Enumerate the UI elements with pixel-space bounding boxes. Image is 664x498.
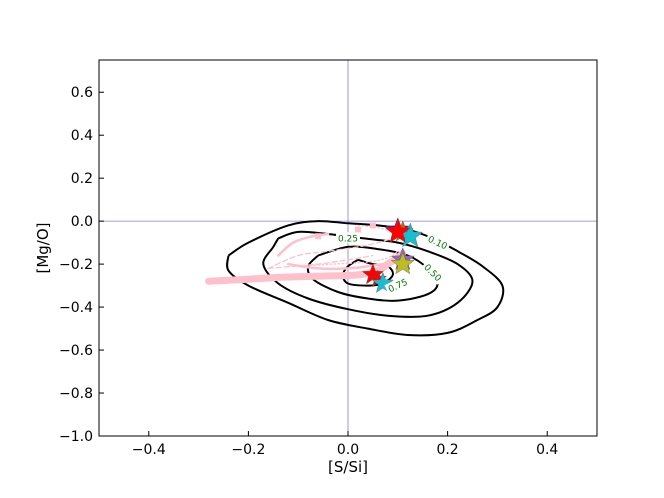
y-tick-label: −0.4 — [59, 300, 93, 316]
contour-label-0.10: 0.10 — [426, 235, 449, 253]
track-dotted-6 — [357, 224, 399, 233]
y-tick-label: −0.8 — [59, 386, 93, 402]
star-marker-10 — [390, 251, 415, 275]
track-medium-2 — [286, 260, 395, 271]
track-medium-1 — [277, 232, 330, 257]
y-tick-label: 0.4 — [71, 128, 93, 144]
contour-label-bg — [424, 232, 452, 253]
y-tick-label: 0.6 — [71, 85, 93, 101]
contour-0.10 — [226, 220, 505, 337]
square-marker-4 — [384, 261, 391, 268]
x-tick-label: −0.4 — [132, 442, 166, 458]
square-marker-0 — [369, 222, 376, 229]
x-axis-label: [S/Si] — [328, 458, 368, 476]
contour-label-0.25: 0.25 — [338, 234, 358, 244]
track-dashed-3 — [267, 237, 394, 270]
contour-label-bg — [420, 259, 446, 285]
markers — [315, 217, 424, 293]
y-tick-label: 0.0 — [71, 214, 93, 230]
y-tick-label: −1.0 — [59, 429, 93, 445]
x-tick-label: −0.2 — [231, 442, 265, 458]
star-marker-8 — [384, 218, 411, 243]
x-tick-label: 0.0 — [337, 442, 359, 458]
track-dashed-4 — [267, 254, 374, 270]
square-marker-3 — [315, 233, 322, 240]
x-tick-label: 0.2 — [436, 442, 458, 458]
axes: −0.4 −0.2 0.0 0.2 0.4 −1.0 −0.8 −0.6 −0.4 −0.2 0.0… — [59, 85, 558, 458]
star-marker-13 — [371, 271, 394, 293]
square-marker-1 — [354, 226, 361, 233]
y-tick-label: −0.6 — [59, 343, 93, 359]
track-dotted-5 — [297, 250, 399, 267]
y-tick-label: 0.2 — [71, 171, 93, 187]
contour-label-bg — [336, 232, 360, 244]
star-marker-11 — [361, 263, 384, 285]
y-axis-label: [Mg/O] — [34, 222, 52, 273]
y-tick-label: −0.2 — [59, 257, 93, 273]
x-tick-label: 0.4 — [536, 442, 558, 458]
contour-label-bg — [384, 275, 411, 296]
